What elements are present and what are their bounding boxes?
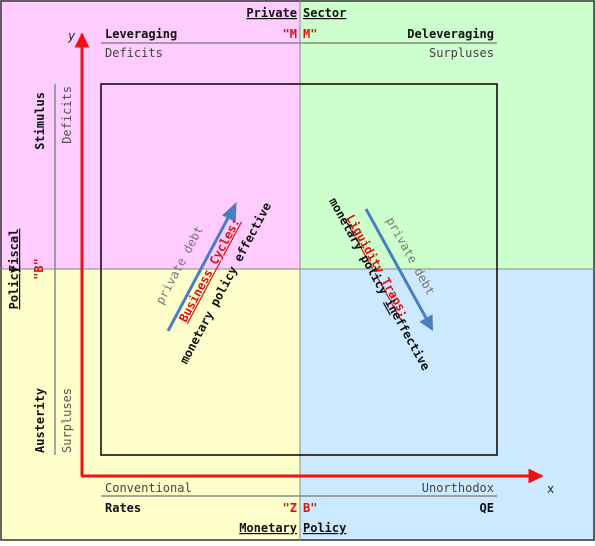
- policy-in-text: in: [382, 296, 401, 315]
- conventional-label: Conventional: [105, 481, 192, 495]
- business-cycle-arrow: [166, 215, 231, 332]
- business-cycle-arrowhead: [222, 202, 237, 223]
- quadrant-bottom-right: [300, 269, 595, 541]
- fiscal-policy-label: Policy: [7, 266, 21, 309]
- m-marker-left: "M: [283, 27, 297, 41]
- left-deficits-label: Deficits: [60, 86, 74, 144]
- m-marker-right: M": [303, 27, 317, 41]
- policy-footer-label: Policy: [303, 521, 346, 535]
- top-deficits-label: Deficits: [105, 46, 163, 60]
- liquidity-trap-arrowhead: [419, 314, 433, 331]
- stimulus-label: Stimulus: [33, 92, 47, 150]
- qe-label: QE: [480, 501, 494, 515]
- x-axis-label: x: [547, 482, 554, 496]
- fiscal-label: Fiscal: [7, 229, 21, 272]
- inner-frame: [100, 83, 498, 456]
- sector-label: Sector: [303, 6, 346, 20]
- rates-label: Rates: [105, 501, 141, 515]
- top-surpluses-label: Surpluses: [429, 46, 494, 60]
- private-label: Private: [246, 6, 297, 20]
- unorthodox-label: Unorthodox: [422, 481, 494, 495]
- monetary-label: Monetary: [239, 521, 297, 535]
- austerity-label: Austerity: [33, 388, 47, 453]
- deleveraging-label: Deleveraging: [407, 27, 494, 41]
- b-marker-right: B": [303, 501, 317, 515]
- quadrant-top-left: [0, 0, 300, 269]
- y-axis-label: y: [67, 29, 76, 43]
- quadrant-top-right: [300, 0, 595, 269]
- leveraging-label: Leveraging: [105, 27, 177, 41]
- b-marker-left: "B": [32, 258, 46, 280]
- z-marker-left: "Z: [283, 501, 297, 515]
- liquidity-trap-arrow: [364, 208, 428, 319]
- left-surpluses-label: Surpluses: [60, 388, 74, 453]
